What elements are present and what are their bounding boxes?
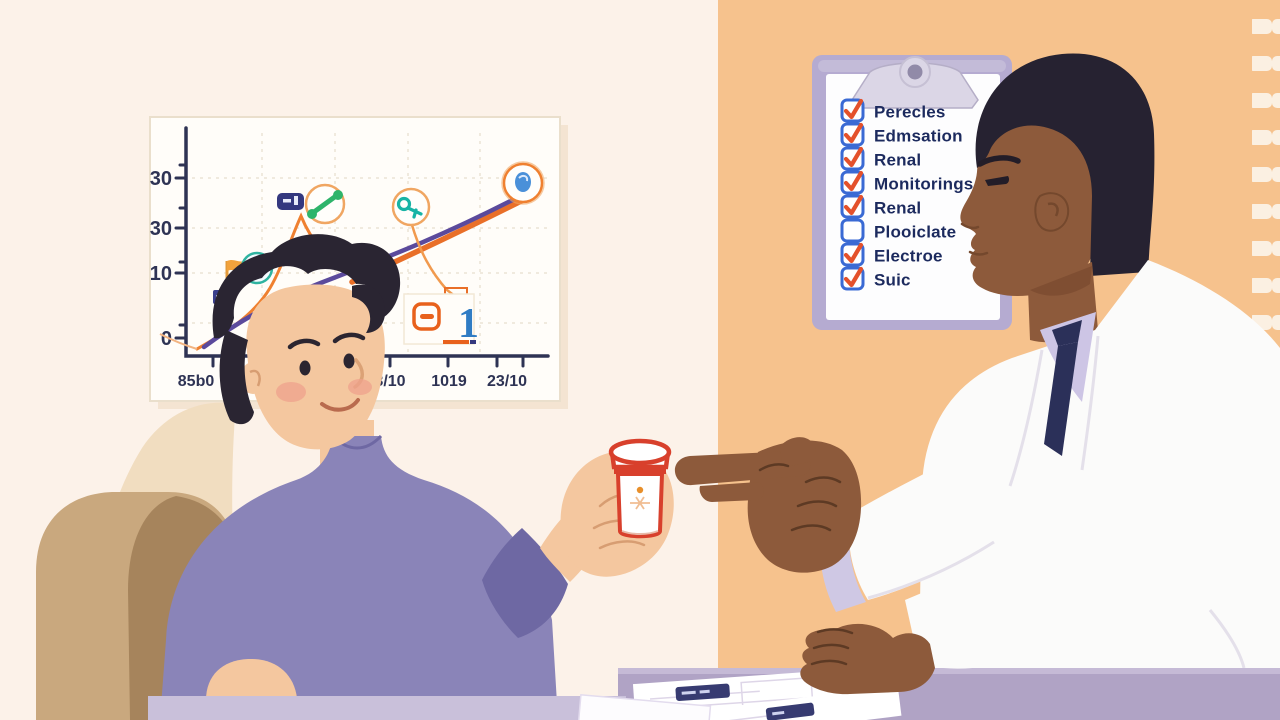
checklist-item: Renal xyxy=(840,146,921,171)
y-tick-label: 10 xyxy=(150,263,172,285)
checkbox-icon xyxy=(840,218,865,243)
doctor-coat-lapels xyxy=(1008,335,1246,669)
document-sheet xyxy=(577,693,712,720)
checklist-label: Suic xyxy=(874,271,911,290)
checklist-label: Perecles xyxy=(874,103,946,122)
series-purple-trend xyxy=(201,189,531,350)
checklist-item: Plooiclate xyxy=(840,218,956,243)
bottle-label xyxy=(621,486,659,535)
checklist-label: Edmsation xyxy=(874,127,963,146)
dumbbell-icon xyxy=(304,183,346,225)
checkmark-icon xyxy=(843,122,864,144)
doctor-mouth xyxy=(968,250,989,256)
patient-hair xyxy=(212,234,401,339)
doctor-curled-finger xyxy=(699,482,764,502)
checklist-label: Renal xyxy=(874,151,921,170)
checklist-item: Electroe xyxy=(840,242,943,267)
checkmark-icon xyxy=(843,242,864,264)
pin-icon xyxy=(501,161,545,205)
patient-brows xyxy=(287,332,366,350)
chart-annotation: 1 xyxy=(403,293,479,347)
checkmark-icon xyxy=(843,170,864,192)
checklist-item: Monitorings xyxy=(840,170,973,195)
pill-badge-icon xyxy=(277,193,304,210)
annotation-value: 1 xyxy=(458,301,479,347)
patient-body xyxy=(160,436,558,720)
patient-mouth xyxy=(320,398,360,412)
checklist-label: Electroe xyxy=(874,247,943,266)
checklist-item: Edmsation xyxy=(840,122,963,147)
patient-ear xyxy=(240,362,266,394)
y-tick-label: 0 xyxy=(161,328,172,350)
documents xyxy=(577,668,902,720)
checkmark-icon xyxy=(843,146,864,168)
doctor-index-finger xyxy=(674,450,811,486)
patient-eye-right xyxy=(343,353,355,369)
y-tick-label: 30 xyxy=(150,168,172,190)
doctor-hand-creases xyxy=(758,463,842,532)
x-tick-label: 8/10 xyxy=(374,373,405,390)
checkmark-icon xyxy=(843,266,864,288)
checklist: Perecles Edmsation Renal Monitorings Ren xyxy=(840,98,973,291)
checklist-item: Renal xyxy=(840,194,921,219)
x-tick-label: 85b0 xyxy=(178,373,215,390)
doctor-brow xyxy=(977,155,1021,167)
clipboard-clip xyxy=(851,56,979,109)
checklist-item: Perecles xyxy=(840,98,946,123)
patient xyxy=(160,234,674,720)
clipboard-paper xyxy=(826,74,1000,320)
pill-bottle xyxy=(608,438,672,539)
doctor-nose-line xyxy=(960,222,980,230)
doctor-tie xyxy=(1044,320,1082,456)
doctor-neck-shadow xyxy=(1030,266,1092,296)
key-icon xyxy=(391,187,431,227)
patient-blush xyxy=(348,379,372,395)
doctor-hair xyxy=(975,53,1155,276)
doctor xyxy=(674,53,1280,720)
doctor-desk-hand xyxy=(800,560,1030,695)
clip-hole xyxy=(907,64,923,80)
checkmark-icon xyxy=(843,98,864,120)
doctor-ear xyxy=(1034,192,1070,232)
chart-ticks xyxy=(174,163,525,368)
checkmark-icon xyxy=(843,194,864,216)
desk-top-highlight xyxy=(618,668,1280,674)
patient-hair-side xyxy=(219,330,254,425)
patient-hair-curl xyxy=(352,284,386,333)
doctor-eye xyxy=(985,176,1010,186)
x-tick-label: 1019 xyxy=(431,373,467,390)
x-tick-label: 23/10 xyxy=(487,373,527,390)
coat-sleeve xyxy=(905,560,1030,669)
clipboard: Perecles Edmsation Renal Monitorings Ren xyxy=(812,55,1012,330)
checklist-label: Monitorings xyxy=(874,175,973,194)
doctor-face xyxy=(960,117,1095,296)
chart-axes xyxy=(184,126,550,358)
checklist-label: Renal xyxy=(874,199,921,218)
checklist-item: Suic xyxy=(840,266,911,291)
bottle-body xyxy=(615,472,665,539)
document-chip xyxy=(765,702,815,720)
doctor-thumb xyxy=(780,437,816,468)
desk-front-edge xyxy=(148,696,626,720)
doctor-pointing-arm xyxy=(674,437,1000,612)
bottle-cap-band xyxy=(614,465,666,474)
callout-curve xyxy=(410,224,457,298)
series-orange-tail xyxy=(159,333,198,350)
y-tick-label: 30 xyxy=(150,218,172,240)
patient-blush xyxy=(276,382,306,402)
patient-eye-left xyxy=(299,360,311,376)
checklist-label: Plooiclate xyxy=(874,223,956,242)
